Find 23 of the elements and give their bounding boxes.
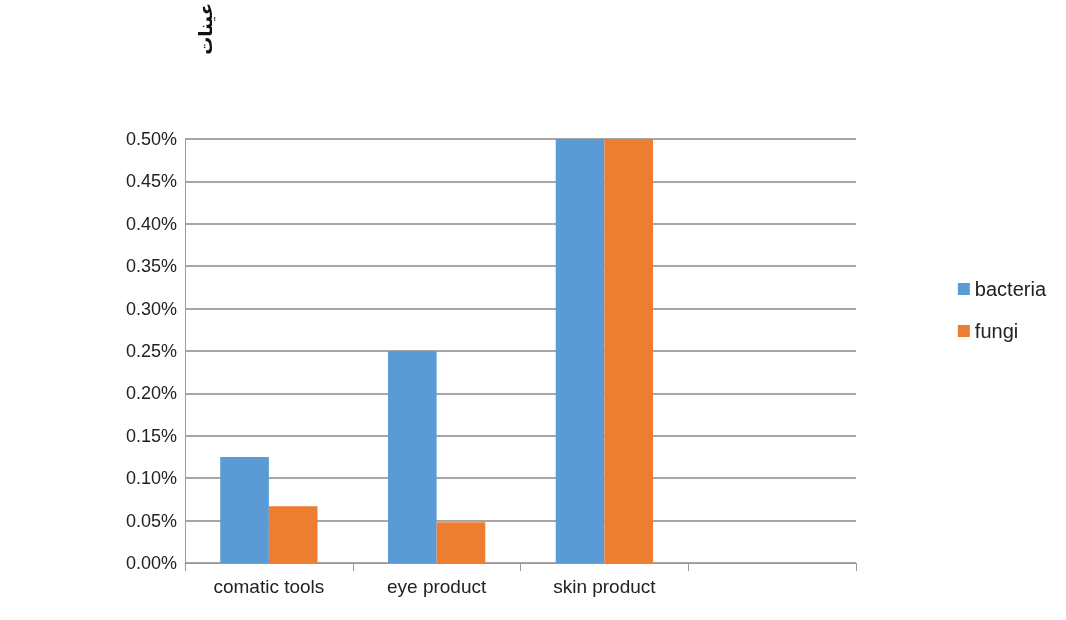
y-tick-label: 0.05% (125, 510, 177, 531)
bar (604, 138, 654, 563)
x-tick-label: skin product (553, 576, 657, 597)
legend-label: bacteria (974, 278, 1047, 300)
bar (387, 350, 437, 563)
x-tick-label: comatic tools (213, 576, 325, 597)
bar (220, 456, 269, 563)
legend-label: fungi (974, 320, 1019, 342)
bar (268, 506, 318, 563)
y-tick-label: 0.50% (125, 128, 177, 149)
bar (555, 138, 605, 563)
y-tick-label: 0.00% (125, 553, 177, 573)
y-tick-label: 0.20% (125, 383, 177, 404)
y-tick-label: 0.15% (125, 425, 177, 446)
x-tick-label: eye product (386, 576, 487, 597)
y-tick-label: 0.30% (125, 298, 177, 319)
y-tick-label: 0.25% (125, 340, 177, 361)
y-tick-label: 0.45% (125, 171, 177, 192)
bar (436, 522, 486, 563)
y-tick-label: 0.10% (125, 468, 177, 489)
y-tick-label: 0.40% (125, 213, 177, 234)
y-axis-title: عينات (196, 3, 216, 55)
y-tick-label: 0.35% (125, 256, 177, 277)
